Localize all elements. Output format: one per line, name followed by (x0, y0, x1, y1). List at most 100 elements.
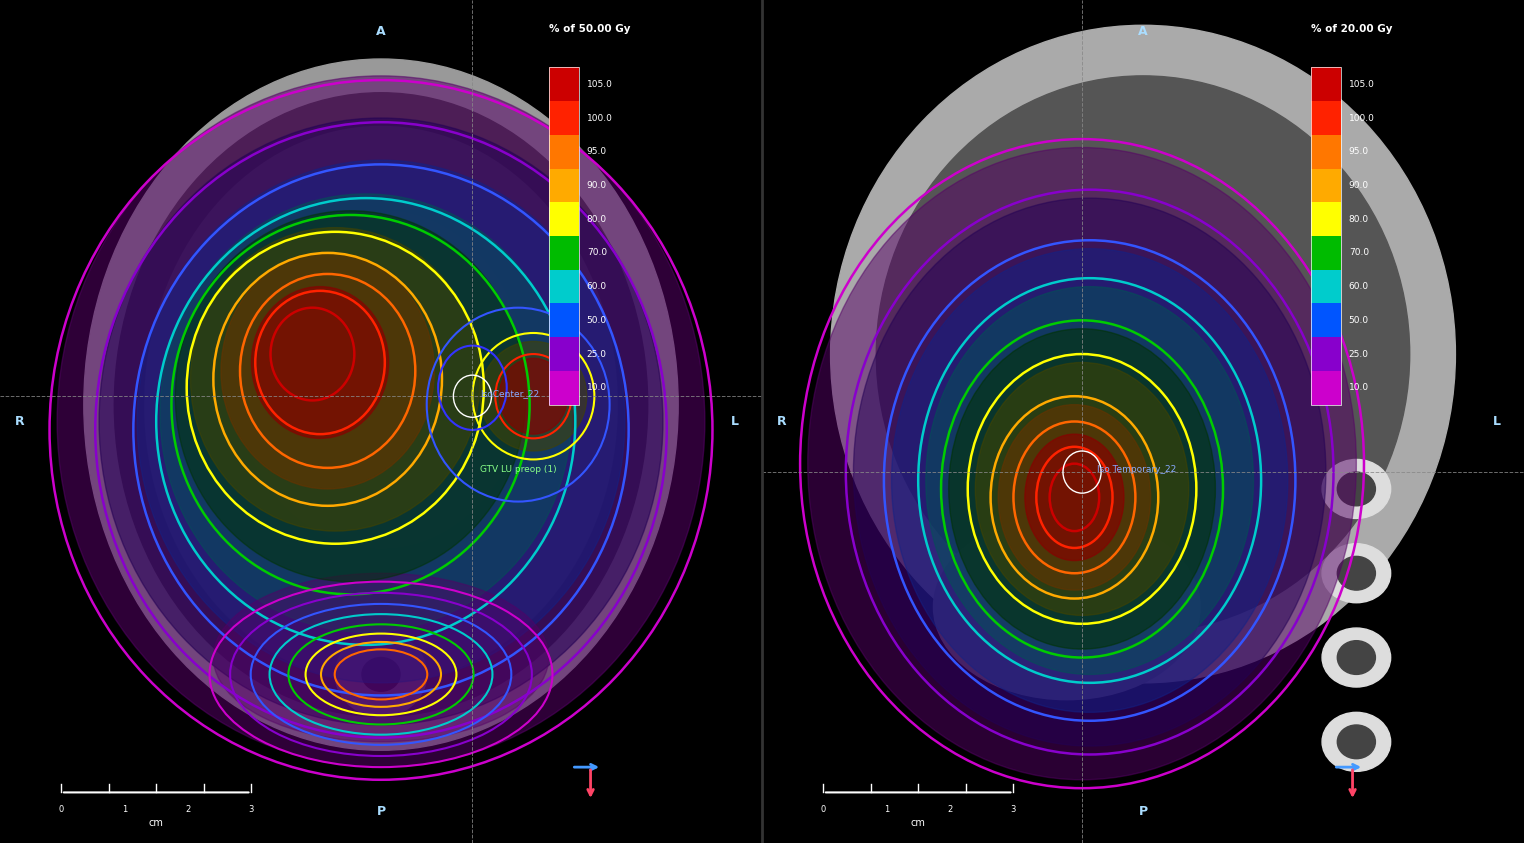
Text: 90.0: 90.0 (587, 181, 607, 190)
Ellipse shape (1323, 459, 1391, 518)
Bar (1311, 337, 1341, 371)
Bar (549, 101, 579, 135)
Bar (549, 135, 579, 169)
Ellipse shape (1323, 544, 1391, 603)
Ellipse shape (892, 249, 1288, 712)
Ellipse shape (808, 148, 1356, 780)
Text: 1: 1 (884, 805, 888, 814)
Text: 105.0: 105.0 (587, 80, 613, 89)
Ellipse shape (175, 211, 526, 582)
Ellipse shape (480, 341, 587, 451)
Ellipse shape (221, 253, 434, 489)
Text: R: R (15, 415, 24, 428)
Ellipse shape (190, 228, 480, 531)
Ellipse shape (84, 59, 678, 750)
Text: 25.0: 25.0 (1349, 350, 1369, 358)
Text: 70.0: 70.0 (1349, 249, 1369, 257)
Ellipse shape (498, 358, 568, 434)
Bar (549, 67, 579, 101)
Ellipse shape (1026, 434, 1125, 561)
Text: P: P (1138, 805, 1148, 818)
Ellipse shape (1338, 556, 1376, 590)
Bar (549, 202, 579, 236)
Ellipse shape (876, 76, 1410, 632)
Text: 100.0: 100.0 (1349, 114, 1375, 122)
Text: 2: 2 (186, 805, 190, 814)
Bar (1311, 67, 1341, 101)
Text: 10.0: 10.0 (587, 384, 607, 392)
Ellipse shape (251, 287, 389, 438)
Text: 3: 3 (248, 805, 255, 814)
Text: 2: 2 (948, 805, 952, 814)
Bar (549, 371, 579, 405)
Ellipse shape (1323, 712, 1391, 771)
Ellipse shape (948, 329, 1215, 649)
Text: GTV LU preop (1): GTV LU preop (1) (480, 465, 556, 474)
Bar (1311, 303, 1341, 337)
Ellipse shape (1338, 472, 1376, 506)
Bar (1311, 202, 1341, 236)
Text: A: A (1138, 25, 1148, 38)
Bar (549, 236, 579, 270)
Bar (549, 337, 579, 371)
Text: L: L (732, 415, 739, 428)
Text: 50.0: 50.0 (587, 316, 607, 325)
Text: 95.0: 95.0 (587, 148, 607, 156)
Bar (1311, 67, 1341, 405)
Text: 50.0: 50.0 (1349, 316, 1369, 325)
Ellipse shape (1323, 628, 1391, 687)
Ellipse shape (99, 118, 663, 725)
Ellipse shape (363, 658, 399, 691)
Text: 3: 3 (1010, 805, 1017, 814)
Ellipse shape (933, 514, 1199, 700)
Text: cm: cm (149, 818, 163, 828)
Bar (1311, 135, 1341, 169)
Ellipse shape (925, 287, 1253, 674)
Text: 90.0: 90.0 (1349, 181, 1369, 190)
Text: 60.0: 60.0 (1349, 282, 1369, 291)
Text: 100.0: 100.0 (587, 114, 613, 122)
Ellipse shape (58, 76, 704, 767)
Bar (1311, 270, 1341, 303)
Ellipse shape (160, 194, 572, 632)
Ellipse shape (335, 632, 427, 717)
Text: 10.0: 10.0 (1349, 384, 1369, 392)
Text: A: A (376, 25, 386, 38)
Ellipse shape (998, 405, 1151, 590)
Bar (549, 67, 579, 405)
Text: 70.0: 70.0 (587, 249, 607, 257)
Text: L: L (1494, 415, 1501, 428)
Text: 95.0: 95.0 (1349, 148, 1369, 156)
Text: 25.0: 25.0 (587, 350, 607, 358)
Text: 60.0: 60.0 (587, 282, 607, 291)
Text: IsoCenter_22: IsoCenter_22 (480, 389, 539, 398)
Text: Iso Temporary_22: Iso Temporary_22 (1097, 465, 1177, 474)
Ellipse shape (145, 126, 617, 683)
Ellipse shape (1338, 641, 1376, 674)
Ellipse shape (137, 160, 625, 683)
Text: R: R (777, 415, 786, 428)
Bar (1311, 169, 1341, 202)
Text: 105.0: 105.0 (1349, 80, 1375, 89)
Ellipse shape (853, 198, 1326, 746)
Text: 80.0: 80.0 (587, 215, 607, 223)
Ellipse shape (114, 93, 648, 717)
Text: 0: 0 (820, 805, 826, 814)
Bar (549, 270, 579, 303)
Ellipse shape (1338, 725, 1376, 759)
Text: % of 20.00 Gy: % of 20.00 Gy (1311, 24, 1391, 34)
Ellipse shape (236, 211, 526, 548)
Text: 0: 0 (58, 805, 64, 814)
Bar (1311, 101, 1341, 135)
Bar (1311, 371, 1341, 405)
Bar (1311, 236, 1341, 270)
Bar (549, 169, 579, 202)
Text: cm: cm (911, 818, 925, 828)
Text: P: P (376, 805, 386, 818)
Text: 1: 1 (122, 805, 126, 814)
Ellipse shape (831, 25, 1455, 683)
Ellipse shape (975, 362, 1189, 615)
Ellipse shape (213, 573, 549, 742)
Text: % of 50.00 Gy: % of 50.00 Gy (549, 24, 629, 34)
Bar (549, 303, 579, 337)
